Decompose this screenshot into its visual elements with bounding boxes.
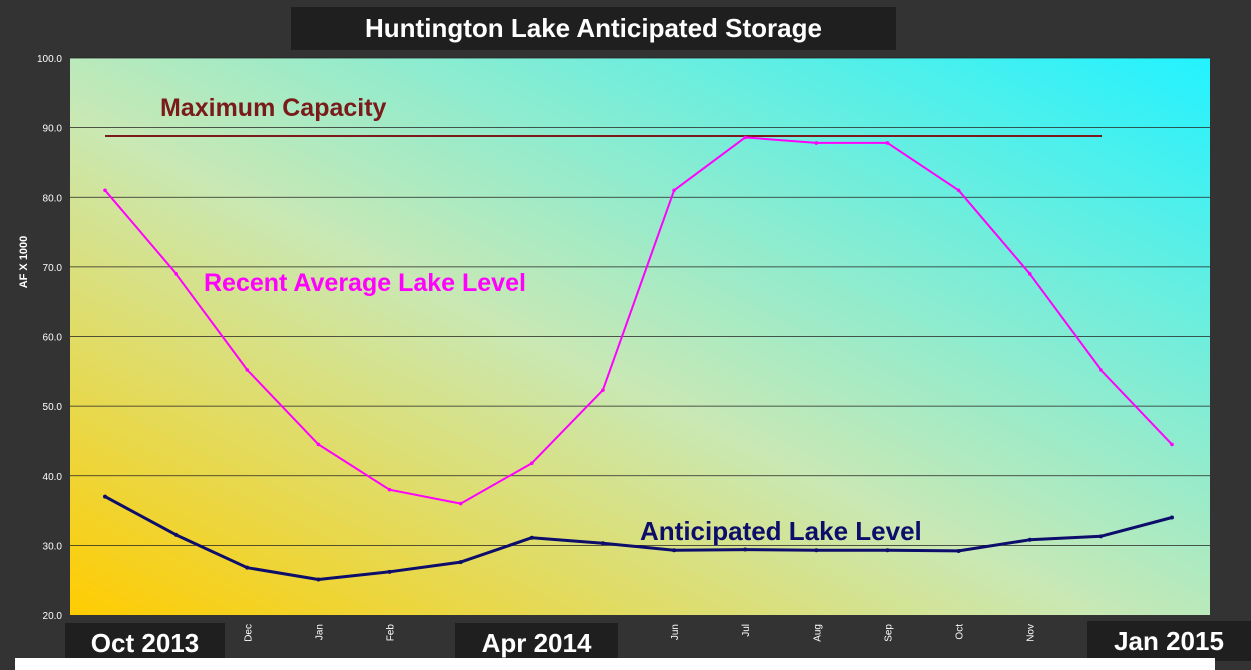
x-tick-label: Aug	[812, 624, 823, 642]
data-point-anticipated	[743, 547, 748, 552]
y-axis-ticks: 20.0 30.0 40.0 50.0 60.0 70.0 80.0 90.0 100.0	[37, 54, 62, 622]
date-callout-apr-2014: Apr 2014	[455, 623, 618, 663]
data-point-anticipated	[1098, 534, 1103, 539]
y-tick-label: 70.0	[43, 263, 63, 274]
x-tick-label: Dec	[243, 624, 254, 642]
data-point-recent-average	[956, 188, 961, 193]
data-point-anticipated	[600, 541, 605, 546]
data-point-recent-average	[1027, 272, 1032, 276]
data-point-anticipated	[245, 565, 250, 570]
x-tick-label: Jul	[741, 624, 752, 637]
y-tick-label: 50.0	[43, 402, 63, 413]
data-point-recent-average	[743, 135, 747, 140]
data-point-recent-average	[458, 501, 463, 506]
data-point-anticipated	[814, 548, 819, 553]
data-point-recent-average	[316, 442, 321, 447]
data-point-recent-average	[174, 272, 178, 276]
data-point-anticipated	[956, 548, 961, 553]
y-tick-label: 90.0	[43, 124, 63, 135]
reference-lines: Maximum Capacity	[105, 94, 1102, 137]
series-line-recent-average	[104, 136, 1173, 505]
date-callout-jan-2015: Jan 2015	[1087, 621, 1251, 661]
data-point-anticipated	[174, 532, 179, 537]
y-tick-label: 100.0	[37, 54, 62, 65]
series-label-recent-average: Recent Average Lake Level	[204, 269, 526, 297]
y-tick-label: 80.0	[43, 193, 63, 204]
data-point-recent-average	[672, 188, 676, 193]
series-line-anticipated	[104, 495, 1173, 581]
date-callout-oct-2013: Oct 2013	[65, 623, 225, 663]
x-tick-label: Jun	[670, 624, 681, 640]
data-point-anticipated	[529, 535, 534, 540]
data-point-recent-average	[1099, 368, 1103, 372]
y-tick-label: 40.0	[43, 472, 63, 483]
y-tick-label: 20.0	[43, 611, 63, 622]
data-point-anticipated	[672, 548, 677, 553]
data-point-anticipated	[316, 577, 321, 582]
data-point-recent-average	[103, 188, 107, 193]
x-tick-label: Feb	[386, 624, 397, 642]
y-tick-label: 30.0	[43, 541, 63, 552]
y-tick-label: 60.0	[43, 333, 63, 344]
gridlines	[70, 57, 1210, 546]
data-point-recent-average	[530, 461, 534, 466]
y-axis-label: AF X 1000	[18, 236, 30, 289]
x-tick-label: Sep	[883, 624, 894, 642]
data-point-recent-average	[387, 487, 392, 492]
x-tick-label: Oct	[955, 624, 966, 640]
data-point-recent-average	[885, 141, 890, 145]
chart-title: Huntington Lake Anticipated Storage	[291, 7, 896, 50]
data-point-recent-average	[601, 388, 605, 392]
data-point-anticipated	[103, 494, 107, 499]
data-point-anticipated	[1170, 515, 1174, 520]
max-capacity-label: Maximum Capacity	[160, 94, 387, 122]
data-point-anticipated	[387, 569, 392, 574]
data-point-recent-average	[814, 141, 819, 145]
data-point-anticipated	[885, 548, 890, 553]
x-tick-label: Nov	[1026, 624, 1037, 642]
data-point-anticipated	[1027, 537, 1032, 542]
series-label-anticipated: Anticipated Lake Level	[640, 516, 922, 546]
series-lines: Recent Average Lake Level Anticipated Lak…	[103, 135, 1174, 582]
x-tick-label: Jan	[314, 624, 325, 640]
data-point-anticipated	[458, 560, 463, 565]
x-axis-ticks: Dec Jan Feb Jun Jul Aug Sep Oct Nov	[243, 624, 1036, 642]
data-point-recent-average	[245, 368, 250, 372]
bottom-strip	[15, 658, 1215, 670]
data-point-recent-average	[1170, 442, 1174, 447]
